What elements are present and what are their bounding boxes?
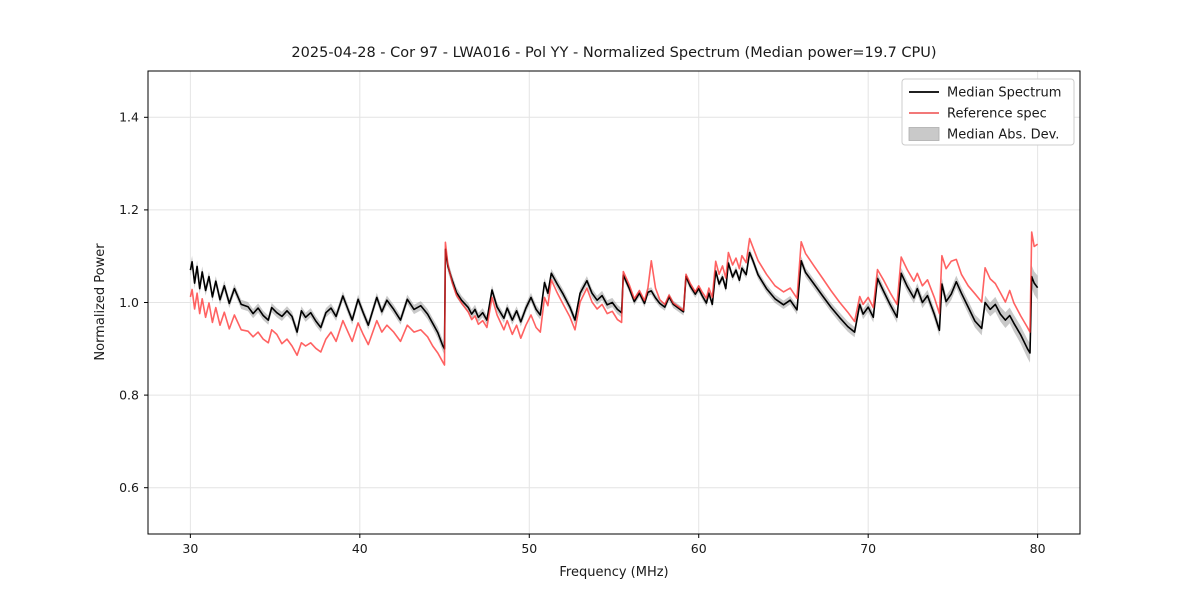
y-tick-label: 0.8 (119, 387, 139, 402)
x-tick-label: 80 (1030, 541, 1046, 556)
y-tick-label: 1.4 (119, 110, 139, 125)
median-spectrum-line (189, 248, 1039, 354)
y-axis-label: Normalized Power (93, 243, 108, 361)
x-axis-label: Frequency (MHz) (559, 565, 668, 580)
chart-layers: 30 40 50 60 70 80 0.6 0.8 1.0 1.2 1.4 Median Spectr… (119, 70, 1081, 556)
legend-box (901, 78, 1075, 146)
legend: Median Spectrum Reference spec Median Abs.… (901, 78, 1075, 146)
legend-swatch-mad-patch (908, 127, 940, 141)
y-tick-label: 0.6 (119, 480, 139, 495)
legend-item-label: Median Abs. Dev. (947, 128, 1059, 143)
mad-band-area (190, 243, 1038, 363)
x-tick-label: 40 (352, 541, 368, 556)
x-tick-label: 50 (521, 541, 537, 556)
y-tick-label: 1.0 (119, 295, 139, 310)
legend-item-label: Median Spectrum (947, 86, 1061, 101)
x-tick-label: 30 (182, 541, 198, 556)
x-tick-label: 70 (860, 541, 876, 556)
x-tick-label: 60 (691, 541, 707, 556)
legend-item-label: Reference spec (947, 107, 1047, 122)
y-tick-label: 1.2 (119, 202, 139, 217)
reference-spec-line (189, 231, 1039, 366)
chart-title: 2025-04-28 - Cor 97 - LWA016 - Pol YY - … (291, 45, 936, 61)
